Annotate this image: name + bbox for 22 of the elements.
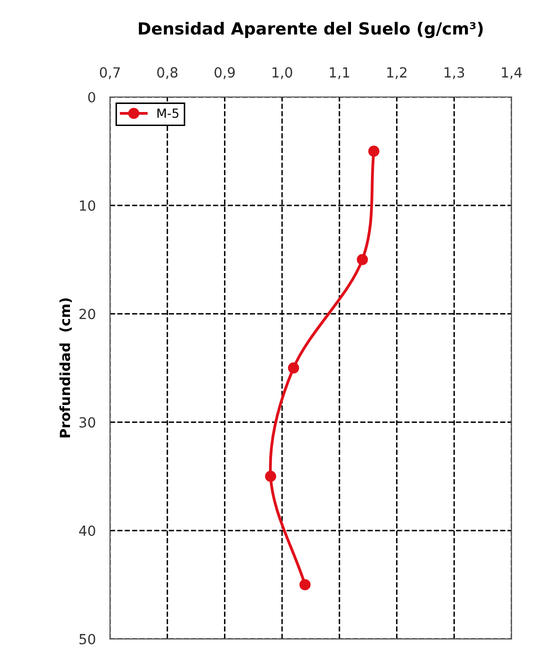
legend-label: M-5 bbox=[157, 108, 178, 118]
x-tick-label: 0,8 bbox=[157, 67, 178, 80]
x-tick-label: 0,9 bbox=[214, 67, 235, 80]
point bbox=[356, 254, 368, 266]
x-tick-label: 0,7 bbox=[100, 67, 120, 80]
point bbox=[299, 579, 311, 590]
x-tick-label: 1,1 bbox=[330, 67, 350, 80]
y-tick-label: 40 bbox=[79, 525, 96, 536]
x-tick-label: 1,2 bbox=[387, 67, 406, 80]
y-tick-label: 50 bbox=[80, 634, 96, 644]
y-tick-label: 30 bbox=[79, 417, 96, 428]
point bbox=[265, 470, 276, 482]
y-axis-title: Profundidad (cm) bbox=[59, 298, 72, 438]
x-tick-label: 1,0 bbox=[272, 67, 292, 80]
x-tick-label: 1,4 bbox=[502, 67, 522, 80]
point bbox=[368, 146, 380, 157]
y-tick-label: 20 bbox=[79, 308, 96, 320]
y-tick-label: 0 bbox=[88, 92, 96, 102]
x-tick-label: 1,3 bbox=[444, 67, 464, 80]
point bbox=[288, 362, 300, 374]
y-tick-label: 10 bbox=[80, 200, 96, 211]
chart-title: Densidad Aparente del Suelo (g/cm³) bbox=[138, 22, 483, 38]
